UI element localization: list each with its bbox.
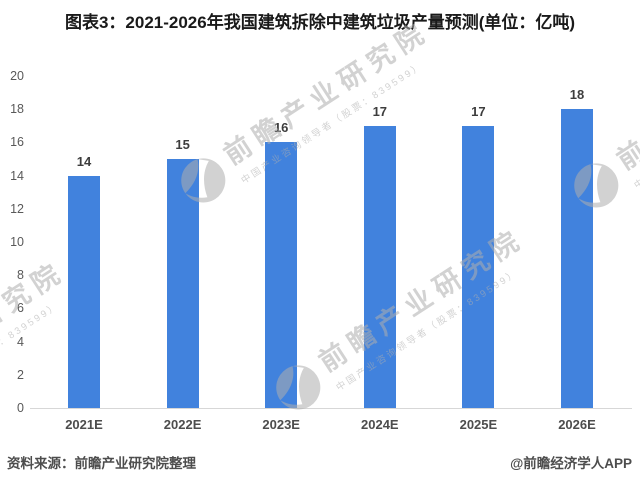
bar	[561, 109, 593, 408]
y-axis-tick-label: 20	[10, 69, 24, 83]
x-axis-label: 2022E	[163, 417, 202, 432]
y-axis-tick-label: 18	[10, 102, 24, 117]
x-axis-label: 2026E	[558, 417, 596, 432]
y-axis-tick-label: 10	[10, 235, 24, 249]
brand-note: @前瞻经济学人APP	[510, 456, 632, 471]
y-axis-tick-label: 4	[17, 334, 24, 349]
y-axis-tick-label: 2	[17, 367, 24, 382]
y-axis-tick-label: 0	[17, 401, 24, 415]
chart-title: 图表3：2021-2026年我国建筑拆除中建筑垃圾产量预测(单位：亿吨)	[64, 13, 576, 32]
bar	[68, 175, 100, 408]
bar-value-label: 17	[372, 103, 388, 119]
x-axis-label: 2025E	[459, 417, 498, 432]
source-note: 资料来源：前瞻产业研究院整理	[7, 456, 196, 471]
y-axis-tick-label: 6	[17, 301, 24, 316]
x-axis-label: 2023E	[262, 417, 300, 432]
bar	[265, 142, 298, 408]
bar	[363, 125, 396, 408]
y-axis-tick-label: 8	[17, 268, 24, 283]
bar-value-label: 15	[175, 137, 190, 152]
bar	[462, 125, 495, 408]
bar	[166, 159, 199, 408]
y-axis-tick-label: 14	[10, 168, 24, 183]
x-axis-label: 2021E	[65, 417, 103, 432]
x-axis-line	[30, 408, 632, 409]
x-axis-label: 2024E	[361, 417, 399, 432]
y-axis-tick-label: 16	[10, 135, 24, 150]
y-axis-tick-label: 12	[10, 201, 24, 216]
bar-value-label: 18	[569, 87, 585, 103]
bar-value-label: 14	[76, 153, 92, 169]
bar-value-label: 17	[471, 103, 486, 119]
bar-value-label: 16	[273, 120, 289, 136]
